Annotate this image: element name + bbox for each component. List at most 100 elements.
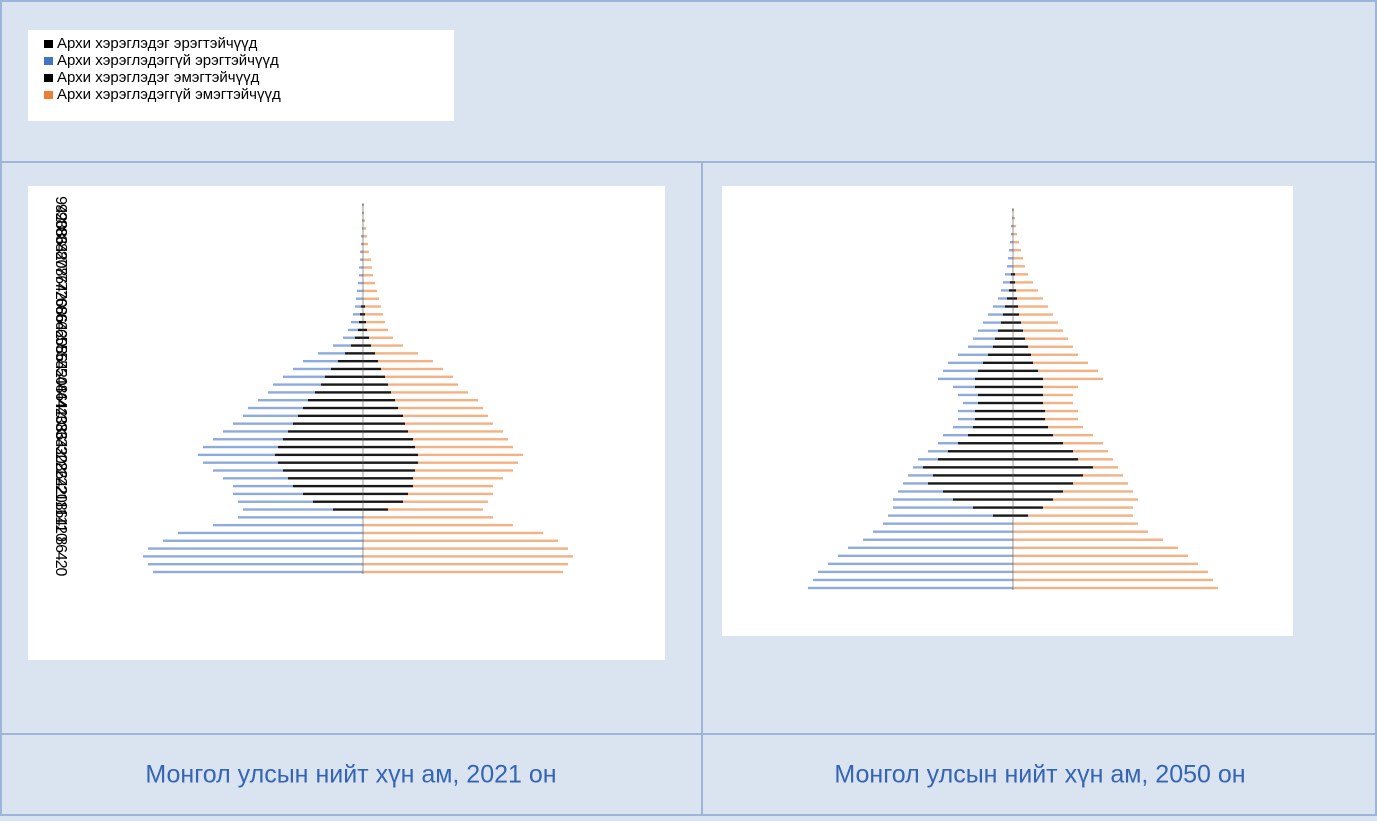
bar <box>413 438 508 441</box>
bar <box>293 422 363 425</box>
bar <box>1073 482 1128 485</box>
bar <box>1043 401 1073 405</box>
legend-label: Архи хэрэглэдэггүй эмэгтэйчүүд <box>57 86 281 103</box>
bar <box>363 313 365 316</box>
bar <box>288 430 363 433</box>
bar <box>958 417 975 421</box>
bar <box>318 352 345 355</box>
bar <box>288 477 363 480</box>
bar <box>1038 369 1098 373</box>
bar <box>355 305 361 308</box>
y-tick-label: 2 <box>52 560 69 569</box>
bar <box>258 399 308 402</box>
bar <box>1003 281 1010 284</box>
y-tick-label: 70 <box>52 290 69 308</box>
bar <box>888 514 993 517</box>
bar <box>913 466 923 469</box>
bar <box>898 490 943 493</box>
y-tick-label: 12 <box>52 516 69 534</box>
bar <box>1013 353 1031 356</box>
bar <box>153 570 363 574</box>
bar <box>1013 401 1043 405</box>
bar <box>1013 417 1045 421</box>
y-tick-label: 20 <box>52 485 69 503</box>
bar <box>198 453 275 457</box>
bar <box>360 313 363 316</box>
bar <box>1013 425 1048 429</box>
bar <box>1005 305 1013 308</box>
bar <box>998 329 1013 332</box>
bar <box>362 203 363 207</box>
bar <box>363 320 366 324</box>
bar <box>388 383 458 386</box>
bar <box>363 453 418 457</box>
bar <box>1013 232 1017 236</box>
bar <box>1013 377 1043 381</box>
bar <box>363 289 377 293</box>
bar <box>1013 530 1148 533</box>
bar <box>385 375 453 378</box>
bar <box>283 469 363 472</box>
bar <box>405 422 493 425</box>
bar <box>1013 361 1033 365</box>
bar <box>1013 289 1016 292</box>
bar <box>1013 281 1015 284</box>
bar <box>238 516 363 519</box>
bar <box>1013 385 1043 389</box>
bar <box>1013 522 1138 525</box>
legend-swatch <box>44 91 53 99</box>
bar <box>928 482 1013 485</box>
bar <box>348 328 358 332</box>
bar <box>923 466 1013 469</box>
bar <box>1007 297 1013 300</box>
bar <box>933 474 1013 477</box>
y-tick-label: 42 <box>52 399 69 417</box>
y-tick-label: 84 <box>52 235 69 253</box>
bar <box>1028 514 1133 517</box>
bar <box>363 227 366 230</box>
bar <box>293 484 363 488</box>
bar <box>998 297 1007 300</box>
bar <box>388 508 483 511</box>
bar <box>1013 498 1053 501</box>
bar <box>351 320 359 324</box>
bar <box>1015 281 1033 284</box>
bar <box>363 274 373 277</box>
bar <box>143 555 363 558</box>
y-tick-label: 32 <box>52 438 69 456</box>
bar <box>918 458 938 461</box>
bar <box>1013 305 1018 308</box>
bar <box>1013 506 1043 509</box>
bar <box>345 352 363 355</box>
bar <box>1001 289 1009 292</box>
bar <box>351 344 363 347</box>
bar <box>1025 337 1068 340</box>
bar <box>1021 321 1058 324</box>
legend-box <box>28 30 454 121</box>
bar <box>1023 329 1063 332</box>
bar <box>1093 466 1118 469</box>
bar <box>1043 393 1073 397</box>
bar <box>873 530 1013 533</box>
bar <box>365 305 381 308</box>
legend-label: Архи хэрэглэдэггүй эрэгтэйчүүд <box>57 52 279 69</box>
bar <box>978 329 998 332</box>
bar <box>223 430 288 433</box>
bar <box>943 433 968 437</box>
bar <box>275 453 363 457</box>
bar <box>1011 224 1013 228</box>
bar <box>938 458 1013 461</box>
bar <box>1013 482 1073 485</box>
bar <box>1083 474 1123 477</box>
y-tick-label: 6 <box>52 544 69 553</box>
bar <box>1013 224 1016 228</box>
bar <box>1013 369 1038 373</box>
bar <box>1011 273 1013 276</box>
y-tick-label: 92 <box>52 204 69 222</box>
bar <box>883 522 1013 525</box>
bar <box>362 219 363 222</box>
bar <box>395 399 478 402</box>
bar <box>363 336 369 339</box>
